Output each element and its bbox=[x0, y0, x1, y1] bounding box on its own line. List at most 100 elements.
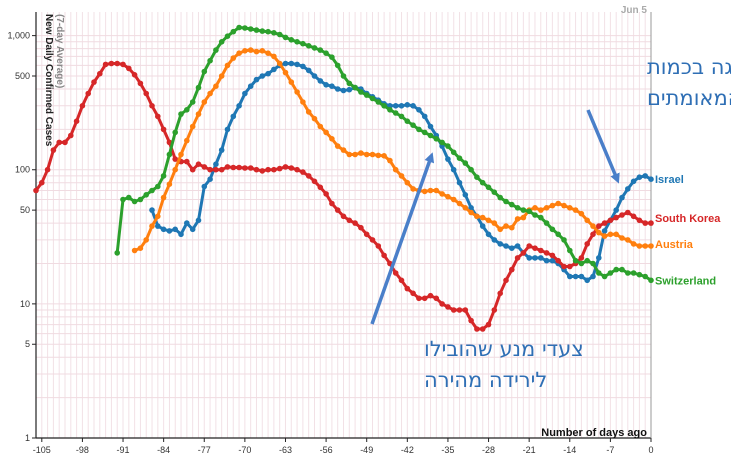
series-south-korea: South Korea bbox=[33, 60, 721, 332]
data-point bbox=[155, 113, 161, 120]
data-point bbox=[288, 79, 295, 85]
data-point bbox=[305, 173, 312, 179]
data-point bbox=[178, 111, 184, 117]
data-point bbox=[549, 252, 556, 259]
data-point bbox=[155, 213, 161, 220]
data-point bbox=[561, 263, 567, 270]
data-point bbox=[305, 109, 312, 115]
x-tick-label: -70 bbox=[238, 445, 251, 455]
y-tick-label: 5 bbox=[25, 339, 30, 349]
data-point bbox=[543, 205, 550, 211]
data-point bbox=[311, 115, 318, 122]
data-point bbox=[352, 151, 358, 158]
data-point bbox=[340, 147, 347, 153]
x-tick-label: -84 bbox=[157, 445, 170, 455]
data-point bbox=[39, 179, 45, 186]
data-point bbox=[630, 270, 637, 276]
data-point bbox=[253, 27, 260, 33]
data-point bbox=[73, 118, 80, 124]
data-point bbox=[352, 84, 358, 91]
data-point bbox=[334, 207, 341, 213]
data-point bbox=[410, 122, 416, 128]
data-point bbox=[555, 231, 561, 238]
series-austria: Austria bbox=[131, 47, 694, 254]
data-point bbox=[288, 37, 295, 43]
data-point bbox=[305, 67, 312, 74]
data-point bbox=[567, 263, 573, 270]
data-point bbox=[201, 183, 208, 190]
data-point bbox=[474, 213, 480, 220]
data-point bbox=[44, 166, 51, 173]
data-point bbox=[224, 33, 231, 39]
data-point bbox=[485, 217, 492, 224]
y-tick-label: 500 bbox=[15, 71, 30, 81]
data-point bbox=[195, 217, 202, 224]
data-point bbox=[178, 151, 184, 158]
data-point bbox=[311, 45, 318, 51]
data-point bbox=[619, 235, 625, 241]
series-israel: Israel bbox=[149, 60, 684, 284]
data-point bbox=[346, 86, 353, 93]
data-point bbox=[346, 151, 353, 158]
data-point bbox=[485, 231, 492, 238]
data-point bbox=[462, 307, 469, 313]
data-point bbox=[479, 223, 486, 229]
data-point bbox=[398, 103, 405, 109]
data-point bbox=[230, 113, 237, 120]
data-point bbox=[642, 273, 648, 280]
data-point bbox=[491, 237, 498, 243]
chart-series: Israel South Korea Austria Switzerland bbox=[33, 24, 721, 332]
data-point bbox=[538, 207, 544, 213]
data-point bbox=[317, 123, 324, 130]
data-point bbox=[329, 200, 335, 207]
data-point bbox=[97, 70, 103, 77]
data-point bbox=[334, 143, 341, 149]
data-point bbox=[648, 220, 654, 226]
series-label: Switzerland bbox=[655, 275, 716, 287]
y-tick-label: 100 bbox=[15, 165, 30, 175]
data-point bbox=[543, 220, 550, 226]
chart-axes: -105 -98 -91 -84 -77 -70 -63 -56 -49 -42 -35 -28 -21… bbox=[7, 12, 654, 455]
data-point bbox=[439, 301, 445, 307]
data-point bbox=[91, 79, 97, 85]
data-point bbox=[514, 205, 521, 211]
data-point bbox=[619, 194, 625, 201]
data-point bbox=[410, 290, 416, 297]
data-point bbox=[340, 213, 347, 220]
data-point bbox=[642, 220, 648, 226]
data-point bbox=[300, 40, 306, 47]
data-point bbox=[532, 245, 538, 251]
data-point bbox=[625, 209, 631, 216]
data-point bbox=[456, 155, 463, 161]
data-point bbox=[601, 233, 608, 239]
data-point bbox=[189, 226, 196, 233]
series-label: South Korea bbox=[655, 213, 721, 225]
data-point bbox=[404, 285, 411, 292]
annotation-drop-line2: לירידה מהירה bbox=[424, 368, 547, 392]
data-point bbox=[607, 231, 614, 238]
data-point bbox=[149, 207, 155, 213]
data-point bbox=[149, 103, 155, 109]
data-point bbox=[427, 123, 434, 130]
data-point bbox=[526, 255, 532, 261]
data-point bbox=[317, 47, 324, 53]
data-point bbox=[230, 28, 237, 35]
data-point bbox=[271, 66, 277, 73]
data-point bbox=[137, 196, 144, 203]
data-point bbox=[282, 60, 289, 67]
data-point bbox=[625, 186, 631, 192]
data-point bbox=[630, 241, 637, 247]
data-point bbox=[259, 28, 266, 34]
data-point bbox=[450, 149, 457, 156]
data-point bbox=[514, 243, 521, 249]
data-point bbox=[439, 139, 445, 146]
data-point bbox=[271, 30, 277, 36]
data-point bbox=[421, 188, 428, 195]
data-point bbox=[259, 48, 266, 54]
data-point bbox=[369, 237, 376, 243]
data-point bbox=[549, 257, 556, 264]
data-point bbox=[282, 69, 289, 76]
data-point bbox=[143, 237, 149, 243]
data-point bbox=[178, 231, 184, 238]
